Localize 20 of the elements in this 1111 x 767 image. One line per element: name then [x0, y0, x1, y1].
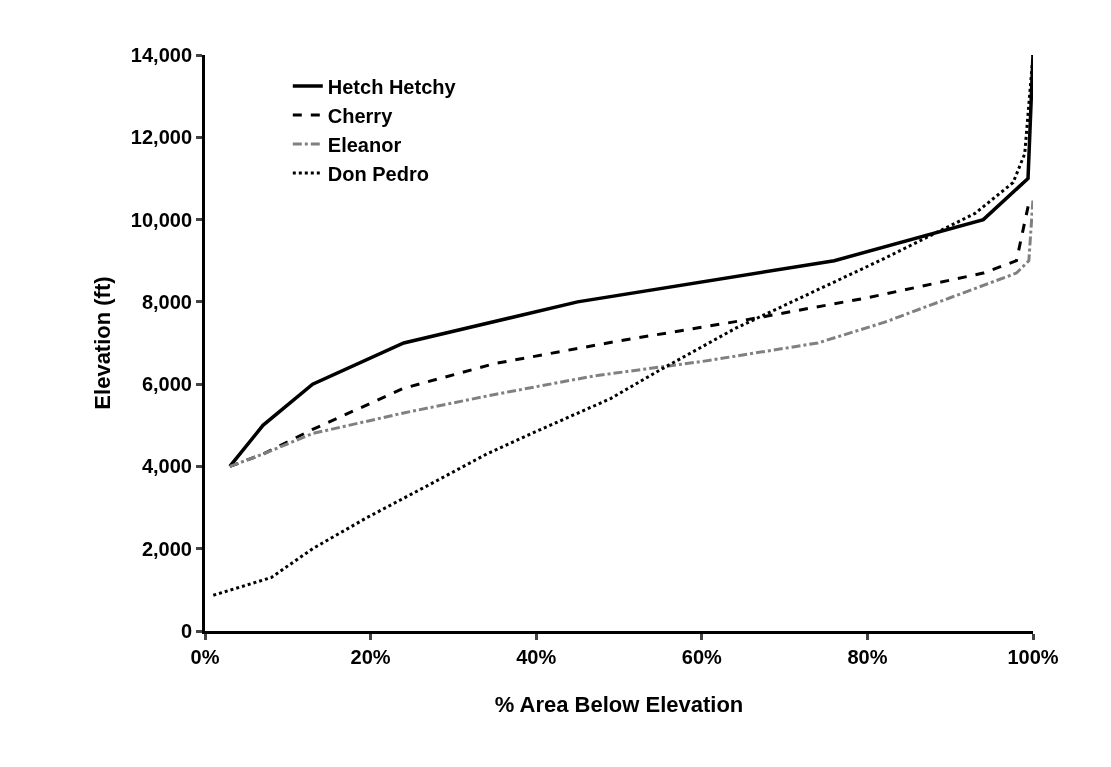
y-tick-label: 0	[180, 620, 192, 642]
y-tick-label: 6,000	[141, 373, 192, 396]
y-tick-label: 4,000	[141, 455, 192, 478]
y-tick-label: 12,000	[130, 126, 192, 149]
y-tick-label: 10,000	[130, 208, 192, 231]
y-tick-label: 8,000	[141, 290, 192, 313]
y-axis-title: Elevation (ft)	[89, 276, 115, 410]
legend-label: Don Pedro	[327, 162, 429, 185]
x-axis-title: % Area Below Elevation	[494, 691, 744, 717]
x-tick-label: 20%	[350, 646, 391, 668]
y-tick-label: 14,000	[130, 44, 192, 66]
x-tick-label: 60%	[681, 646, 723, 668]
legend-label: Cherry	[327, 104, 394, 127]
legend-label: Eleanor	[327, 133, 402, 156]
x-tick-label: 100%	[1007, 646, 1059, 668]
x-tick-label: 80%	[847, 646, 888, 668]
y-tick-label: 2,000	[141, 537, 192, 560]
legend-label: Hetch Hetchy	[327, 75, 457, 98]
x-tick-label: 0%	[190, 646, 220, 668]
x-tick-label: 40%	[516, 646, 557, 668]
